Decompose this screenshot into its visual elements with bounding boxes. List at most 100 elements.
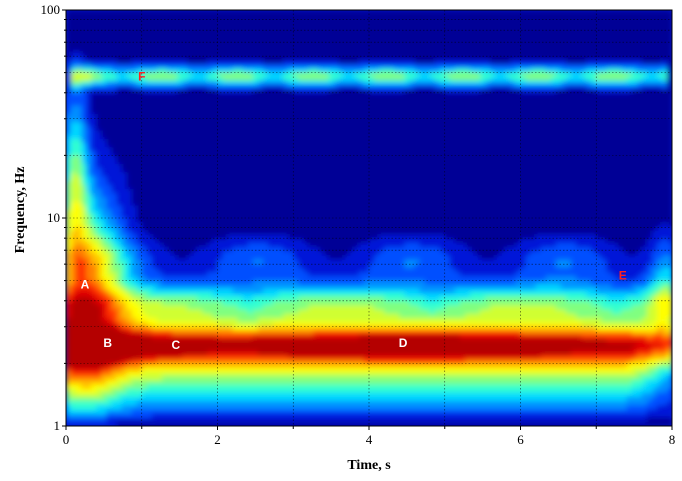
spectrogram-cell xyxy=(631,26,638,32)
spectrogram-cell xyxy=(177,151,183,157)
spectrogram-cell xyxy=(389,159,395,165)
spectrogram-cell xyxy=(91,18,97,24)
spectrogram-cell xyxy=(666,130,672,136)
spectrogram-cell xyxy=(156,126,163,132)
spectrogram-cell xyxy=(540,55,547,61)
spectrogram-cell xyxy=(151,126,158,132)
spectrogram-cell xyxy=(96,114,102,119)
spectrogram-cell xyxy=(571,126,577,132)
spectrogram-cell xyxy=(480,68,486,73)
spectrogram-cell xyxy=(348,155,355,161)
spectrogram-cell xyxy=(560,84,567,90)
spectrogram-cell xyxy=(288,51,294,57)
spectrogram-cell xyxy=(273,89,279,94)
spectrogram-cell xyxy=(530,72,537,78)
spectrogram-cell xyxy=(338,172,345,177)
spectrogram-cell xyxy=(217,22,224,28)
spectrogram-cell xyxy=(202,147,208,153)
spectrogram-cell xyxy=(242,14,249,19)
spectrogram-cell xyxy=(172,109,178,115)
spectrogram-cell xyxy=(116,89,123,94)
spectrogram-cell xyxy=(141,159,148,165)
spectrogram-cell xyxy=(247,172,254,177)
spectrogram-cell xyxy=(490,89,496,94)
spectrogram-cell xyxy=(454,64,461,69)
spectrogram-cell xyxy=(666,155,672,161)
spectrogram-cell xyxy=(596,134,602,140)
spectrogram-cell xyxy=(237,109,244,115)
spectrogram-cell xyxy=(81,151,87,157)
spectrogram-cell xyxy=(202,118,208,123)
spectrogram-cell xyxy=(136,30,143,36)
spectrogram-cell xyxy=(257,118,264,123)
spectrogram-cell xyxy=(86,97,92,103)
spectrogram-cell xyxy=(293,159,299,165)
spectrogram-cell xyxy=(111,93,118,98)
spectrogram-cell xyxy=(464,109,471,115)
spectrogram-cell xyxy=(470,89,476,94)
spectrogram-cell xyxy=(232,68,239,73)
spectrogram-cell xyxy=(141,130,148,136)
spectrogram-cell xyxy=(172,143,178,148)
spectrogram-cell xyxy=(611,118,618,123)
spectrogram-cell xyxy=(419,172,426,177)
spectrogram-cell xyxy=(560,10,567,15)
spectrogram-cell xyxy=(560,126,567,132)
spectrogram-cell xyxy=(207,122,214,128)
spectrogram-cell xyxy=(288,22,294,28)
spectrogram-cell xyxy=(298,172,304,177)
spectrogram-cell xyxy=(262,114,269,119)
spectrogram-cell xyxy=(237,180,244,186)
spectrogram-cell xyxy=(76,55,82,61)
spectrogram-cell xyxy=(535,47,542,53)
spectrogram-cell xyxy=(273,109,279,115)
spectrogram-cell xyxy=(576,59,582,65)
spectrogram-cell xyxy=(151,172,158,177)
spectrogram-cell xyxy=(313,130,320,136)
spectrogram-cell xyxy=(177,118,183,123)
spectrogram-cell xyxy=(151,163,158,169)
spectrogram-cell xyxy=(308,97,315,103)
spectrogram-cell xyxy=(379,26,385,32)
spectrogram-cell xyxy=(111,159,118,165)
spectrogram-cell xyxy=(126,68,133,73)
spectrogram-cell xyxy=(515,130,522,136)
spectrogram-cell xyxy=(621,22,628,28)
spectrogram-cell xyxy=(106,84,113,90)
spectrogram-cell xyxy=(338,55,345,61)
spectrogram-cell xyxy=(409,101,416,107)
spectrogram-cell xyxy=(338,126,345,132)
spectrogram-cell xyxy=(530,97,537,103)
spectrogram-cell xyxy=(252,163,259,169)
spectrogram-cell xyxy=(66,105,72,111)
spectrogram-cell xyxy=(424,47,431,53)
spectrogram-cell xyxy=(106,163,113,169)
spectrogram-cell xyxy=(207,26,214,32)
spectrogram-cell xyxy=(177,97,183,103)
spectrogram-cell xyxy=(591,118,597,123)
spectrogram-cell xyxy=(202,43,208,49)
spectrogram-cell xyxy=(454,143,461,148)
spectrogram-cell xyxy=(222,118,229,123)
spectrogram-cell xyxy=(288,18,294,24)
spectrogram-cell xyxy=(86,180,92,186)
spectrogram-cell xyxy=(177,101,183,107)
spectrogram-cell xyxy=(66,176,72,182)
spectrogram-cell xyxy=(298,168,304,173)
spectrogram-cell xyxy=(626,172,633,177)
spectrogram-cell xyxy=(576,80,582,86)
spectrogram-cell xyxy=(121,84,128,90)
spectrogram-cell xyxy=(268,10,274,15)
spectrogram-cell xyxy=(470,80,476,86)
spectrogram-cell xyxy=(146,10,153,15)
spectrogram-cell xyxy=(454,72,461,78)
spectrogram-cell xyxy=(141,138,148,144)
spectrogram-cell xyxy=(288,147,294,153)
spectrogram-cell xyxy=(379,22,385,28)
spectrogram-cell xyxy=(116,47,123,53)
spectrogram-cell xyxy=(429,163,436,169)
spectrogram-cell xyxy=(520,64,527,69)
spectrogram-cell xyxy=(439,130,446,136)
spectrogram-cell xyxy=(348,72,355,78)
spectrogram-cell xyxy=(409,155,416,161)
